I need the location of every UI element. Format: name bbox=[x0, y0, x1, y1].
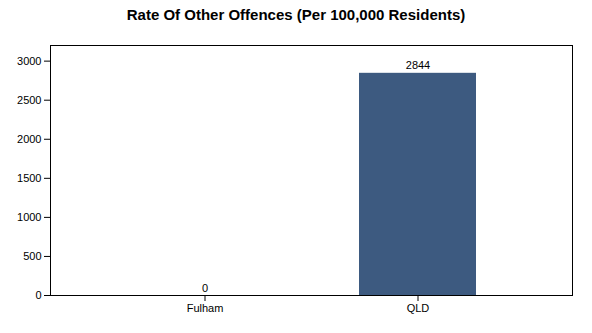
svg-text:2844: 2844 bbox=[406, 59, 430, 71]
svg-text:2500: 2500 bbox=[17, 94, 41, 106]
svg-text:1500: 1500 bbox=[17, 172, 41, 184]
svg-text:1000: 1000 bbox=[17, 211, 41, 223]
svg-text:Fulham: Fulham bbox=[187, 302, 224, 314]
svg-text:3000: 3000 bbox=[17, 55, 41, 67]
svg-text:0: 0 bbox=[202, 282, 208, 294]
svg-text:2000: 2000 bbox=[17, 133, 41, 145]
svg-text:QLD: QLD bbox=[407, 302, 430, 314]
svg-text:500: 500 bbox=[23, 250, 41, 262]
svg-text:0: 0 bbox=[35, 289, 41, 301]
html-text:Rate Of Other Offences (Per 10: Rate Of Other Offences (Per 100,000 Resi… bbox=[126, 6, 466, 23]
